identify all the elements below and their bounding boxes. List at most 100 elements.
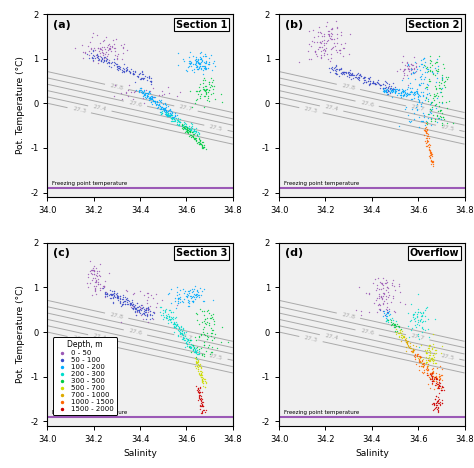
Point	[131, 304, 138, 312]
Point	[431, 346, 439, 354]
Point	[120, 40, 128, 47]
Point	[189, 130, 197, 138]
Point	[197, 393, 205, 400]
Point	[197, 394, 205, 402]
Point	[176, 324, 183, 331]
Point	[435, 408, 442, 416]
Point	[343, 72, 350, 79]
Point	[202, 52, 210, 59]
Point	[198, 399, 205, 406]
Point	[185, 128, 192, 135]
Point	[375, 292, 383, 300]
Point	[390, 323, 398, 331]
Point	[198, 370, 205, 378]
Point	[413, 312, 420, 320]
Point	[420, 131, 428, 139]
Point	[428, 149, 435, 156]
Point	[403, 90, 410, 97]
Point	[371, 80, 379, 87]
Point	[194, 91, 201, 98]
Point	[424, 356, 432, 364]
Point	[333, 23, 341, 31]
Point	[89, 51, 97, 59]
Point	[410, 311, 417, 319]
Point	[429, 369, 437, 377]
Point	[133, 308, 140, 316]
Point	[404, 84, 412, 91]
Point	[96, 39, 104, 47]
Point	[199, 406, 207, 414]
Point	[195, 130, 203, 138]
Point	[380, 88, 388, 95]
Point	[383, 312, 391, 320]
Point	[353, 72, 360, 79]
Point	[170, 321, 178, 328]
Point	[430, 93, 438, 100]
Point	[203, 307, 211, 315]
Point	[396, 65, 404, 73]
Point	[182, 338, 190, 346]
Point	[307, 55, 314, 63]
Point	[425, 138, 432, 145]
Point	[145, 307, 152, 314]
Point	[421, 84, 428, 92]
Point	[117, 65, 124, 73]
Point	[184, 63, 192, 70]
Point	[148, 311, 156, 319]
Point	[196, 392, 204, 399]
Point	[144, 311, 151, 318]
Point	[167, 108, 174, 115]
Point	[397, 326, 404, 334]
Point	[87, 44, 95, 51]
Point	[183, 336, 191, 343]
Point	[401, 333, 408, 340]
Point	[198, 402, 205, 409]
Point	[100, 282, 108, 289]
Point	[389, 86, 396, 94]
Point	[429, 94, 437, 102]
Point	[386, 85, 394, 93]
Point	[190, 68, 197, 76]
Point	[433, 67, 441, 75]
Point	[372, 276, 379, 283]
Point	[385, 311, 392, 319]
Point	[132, 305, 139, 312]
Point	[187, 343, 195, 351]
Point	[187, 126, 194, 134]
Point	[160, 105, 167, 113]
Point	[164, 83, 172, 91]
Point	[425, 315, 432, 322]
Point	[183, 125, 191, 133]
Point	[381, 84, 388, 91]
Point	[199, 351, 206, 358]
Point	[187, 336, 195, 344]
Point	[401, 66, 409, 73]
Point	[187, 349, 195, 356]
Point	[207, 314, 214, 322]
Point	[421, 124, 429, 132]
Point	[420, 54, 428, 62]
Point	[380, 289, 387, 296]
Point	[122, 286, 130, 294]
Point	[102, 289, 110, 296]
Point	[419, 110, 427, 117]
Point	[374, 80, 382, 87]
Point	[421, 73, 428, 81]
Point	[195, 136, 203, 143]
Point	[428, 375, 436, 383]
Point	[190, 126, 198, 134]
Point	[105, 58, 113, 66]
Point	[434, 66, 442, 73]
Point	[139, 70, 146, 78]
Point	[104, 51, 112, 58]
Point	[157, 103, 165, 110]
Point	[205, 78, 212, 86]
Point	[406, 90, 413, 98]
Point	[152, 290, 159, 297]
Point	[164, 312, 171, 320]
Point	[99, 54, 106, 62]
Point	[97, 57, 105, 64]
Point	[371, 80, 379, 88]
Point	[206, 314, 214, 322]
Point	[420, 359, 428, 366]
